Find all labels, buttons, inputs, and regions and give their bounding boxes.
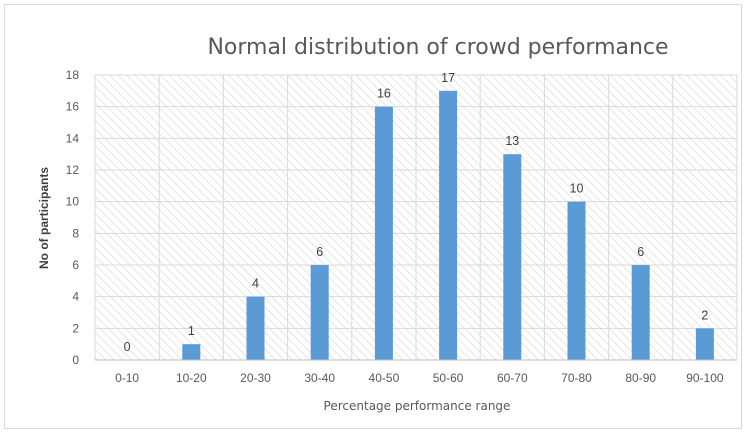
x-tick-label: 60-70 — [497, 371, 528, 385]
data-label: 13 — [505, 134, 519, 148]
data-label: 16 — [377, 87, 391, 101]
gridlines — [94, 74, 738, 361]
bar-30-40 — [310, 265, 329, 360]
x-tick-label: 20-30 — [240, 371, 271, 385]
chart-title: Normal distribution of crowd performance — [207, 35, 668, 60]
data-label: 17 — [441, 71, 455, 85]
x-tick-label: 0-10 — [115, 371, 139, 385]
bar-70-80 — [567, 201, 586, 360]
y-axis-ticks: 0 2 4 6 8 10 12 14 16 18 — [66, 68, 80, 367]
y-tick-label: 16 — [66, 100, 80, 114]
data-label: 10 — [570, 182, 584, 196]
y-tick-label: 8 — [72, 226, 79, 240]
bar-60-70 — [503, 154, 522, 360]
y-tick-label: 4 — [72, 290, 79, 304]
bar-90-100 — [695, 328, 714, 360]
x-tick-label: 70-80 — [561, 371, 592, 385]
bar-80-90 — [631, 265, 650, 360]
x-tick-label: 90-100 — [686, 371, 724, 385]
y-tick-label: 14 — [66, 131, 80, 145]
x-tick-label: 50-60 — [433, 371, 464, 385]
y-tick-label: 18 — [66, 68, 80, 82]
data-label: 4 — [252, 277, 259, 291]
x-tick-label: 40-50 — [369, 371, 400, 385]
data-label: 6 — [316, 245, 323, 259]
y-axis-label: No of participants — [37, 167, 51, 269]
y-tick-label: 12 — [66, 163, 80, 177]
y-tick-label: 2 — [72, 321, 79, 335]
bar-20-30 — [246, 296, 265, 360]
data-label: 0 — [124, 340, 131, 354]
bar-10-20 — [182, 344, 201, 360]
data-label: 2 — [701, 308, 708, 322]
y-tick-label: 6 — [72, 258, 79, 272]
bar-50-60 — [439, 90, 458, 360]
x-tick-label: 80-90 — [625, 371, 656, 385]
x-tick-label: 30-40 — [304, 371, 335, 385]
x-axis-label: Percentage performance range — [324, 399, 511, 413]
bar-40-50 — [374, 106, 393, 361]
y-tick-label: 0 — [72, 353, 79, 367]
data-label: 6 — [637, 245, 644, 259]
data-label: 1 — [188, 324, 195, 338]
bars — [182, 90, 714, 361]
x-tick-label: 10-20 — [176, 371, 207, 385]
y-tick-label: 10 — [66, 195, 80, 209]
x-axis-ticks: 0-10 10-20 20-30 30-40 40-50 50-60 60-70 70-80 8… — [115, 371, 724, 385]
data-labels: 0 1 4 6 16 17 13 10 6 2 — [124, 71, 709, 354]
